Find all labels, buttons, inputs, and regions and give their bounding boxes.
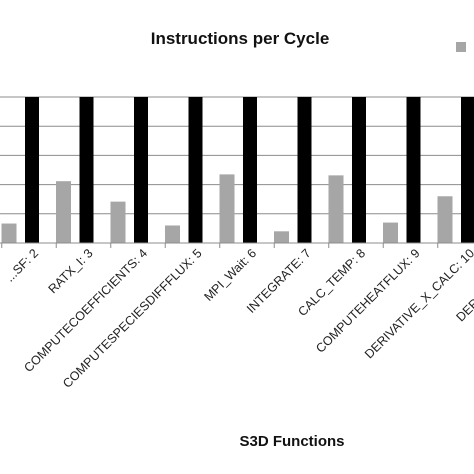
x-tick-label: DERIVATIVE_X_CALC: 10	[362, 246, 474, 361]
bar	[219, 174, 235, 243]
legend-swatch	[456, 42, 466, 52]
x-tick-label: COMPUTEHEATFLUX: 9	[313, 246, 422, 355]
bar	[274, 231, 289, 243]
x-tick-label: ...SF: 2	[3, 246, 41, 284]
bar	[297, 97, 312, 243]
bar	[110, 201, 126, 243]
chart-title: Instructions per Cycle	[151, 29, 330, 48]
bar	[188, 97, 203, 243]
bar	[25, 97, 39, 243]
bar	[406, 97, 421, 243]
bar	[243, 97, 257, 243]
bar	[328, 175, 344, 243]
gridlines	[0, 96, 474, 215]
bar	[165, 225, 180, 243]
bar	[56, 181, 71, 243]
x-axis-label: S3D Functions	[239, 433, 344, 450]
bar	[437, 196, 453, 243]
bar	[79, 97, 94, 243]
bars	[1, 97, 474, 243]
bar	[1, 223, 17, 243]
x-tick-label: RATX_I: 3	[46, 246, 96, 296]
axes	[0, 242, 474, 248]
bar	[461, 97, 474, 243]
bar	[383, 222, 398, 243]
bar	[134, 97, 148, 243]
x-tick-label: MPI_Wait: 6	[201, 246, 259, 304]
bar	[352, 97, 366, 243]
